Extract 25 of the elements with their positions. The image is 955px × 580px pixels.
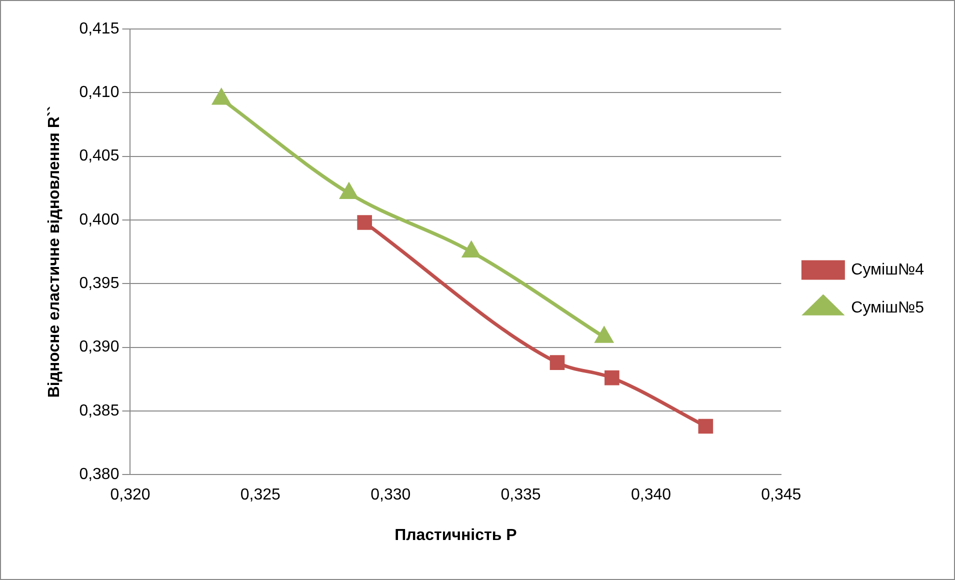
y-tick-label: 0,400	[79, 211, 120, 228]
y-axis-title: Відносне еластичне відновлення R``	[46, 106, 64, 398]
point	[462, 242, 480, 258]
x-tick-label: 0,345	[761, 486, 802, 504]
legend-label: Суміш№4	[851, 261, 924, 278]
y-tick-label: 0,410	[79, 84, 120, 102]
x-axis-title: Пластичність P	[394, 526, 518, 544]
y-tick-label: 0,380	[79, 466, 120, 484]
y-tick-label: 0,395	[79, 275, 120, 292]
y-tick-label: 0,385	[79, 402, 120, 420]
point	[604, 370, 620, 386]
x-tick-label: 0,325	[240, 486, 281, 504]
point	[550, 355, 565, 370]
legend-label: Суміш№5	[851, 299, 924, 316]
point	[340, 183, 358, 199]
point	[357, 215, 372, 230]
x-tick-label: 0,335	[500, 486, 541, 504]
point	[212, 89, 230, 105]
y-tick-label: 0,390	[79, 338, 120, 356]
y-tick-label: 0,405	[79, 148, 120, 165]
x-tick-label: 0,340	[630, 486, 672, 504]
y-tick-label: 0,415	[79, 20, 120, 38]
point	[698, 418, 714, 434]
x-tick-label: 0,330	[370, 486, 411, 504]
x-tick-label: 0,320	[110, 486, 150, 504]
